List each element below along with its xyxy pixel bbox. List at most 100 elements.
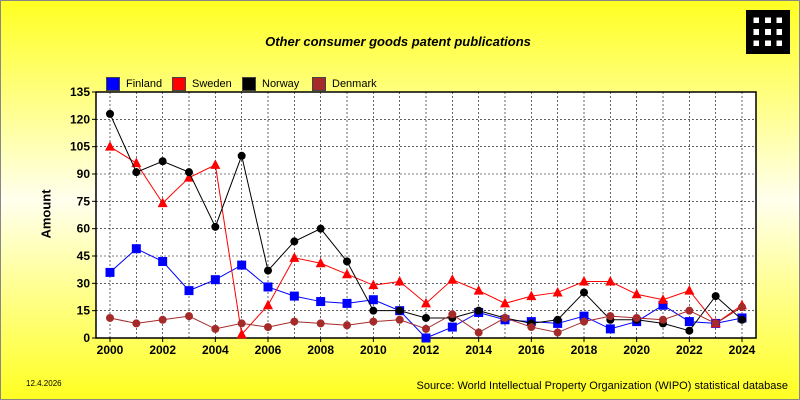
point-sweden-2017 [552,286,563,297]
point-finland-2022 [684,317,694,327]
point-finland-2005 [237,260,247,270]
point-denmark-2017 [553,328,562,337]
point-sweden-2008 [315,257,326,268]
point-finland-2013 [447,322,457,332]
point-sweden-2006 [263,299,273,310]
legend-swatch-sweden [172,77,186,91]
x-tick-label-2008: 2008 [307,343,334,357]
y-tick-label-135: 135 [70,85,90,99]
point-norway-2003 [185,168,193,177]
point-denmark-2007 [290,317,299,326]
x-tick-label-2016: 2016 [518,343,545,357]
point-norway-2018 [580,288,588,297]
point-denmark-2008 [316,319,325,328]
point-norway-2022 [685,326,694,335]
legend-label-finland: Finland [126,78,163,90]
point-norway-2005 [237,151,246,160]
point-sweden-2014 [473,285,484,295]
point-finland-2021 [658,300,668,310]
y-tick-label-105: 105 [70,140,90,154]
point-sweden-2019 [605,276,616,286]
point-denmark-2021 [659,315,667,324]
x-tick-label-2010: 2010 [360,343,387,357]
point-denmark-2024 [738,303,746,312]
point-finland-2009 [342,298,352,308]
chart-title: Other consumer goods patent publications [265,34,531,49]
point-sweden-2002 [157,197,168,208]
point-denmark-2000 [106,313,114,322]
x-tick-label-2012: 2012 [413,343,440,357]
point-norway-2001 [132,168,141,177]
point-norway-2009 [343,257,351,266]
date-stamp: 12.4.2026 [26,379,62,388]
point-finland-2019 [605,324,615,334]
point-finland-2002 [158,256,168,266]
point-finland-2001 [131,244,141,254]
legend-swatch-norway [242,77,256,91]
point-denmark-2010 [369,317,378,326]
point-finland-2010 [368,295,378,305]
point-denmark-2009 [343,321,351,330]
point-finland-2000 [105,267,115,277]
point-sweden-2022 [684,285,695,295]
point-norway-2007 [290,237,299,246]
point-sweden-2003 [184,172,194,182]
point-norway-2008 [316,224,325,233]
y-tick-label-30: 30 [77,276,91,290]
point-finland-2018 [579,311,589,321]
point-finland-2007 [289,291,299,301]
point-denmark-2016 [527,323,536,332]
point-denmark-2013 [448,310,457,319]
x-tick-label-2000: 2000 [97,343,124,357]
qr-code-icon [746,10,790,54]
legend-swatch-denmark [312,77,326,91]
source-note: Source: World Intellectual Property Orga… [416,380,788,392]
legend-swatch-finland [106,77,120,91]
point-sweden-2020 [631,288,642,299]
point-finland-2004 [210,275,220,285]
point-norway-2012 [422,313,430,322]
point-sweden-2015 [500,297,510,308]
point-sweden-2001 [131,157,142,168]
legend-label-norway: Norway [262,78,300,90]
point-sweden-2007 [289,252,300,262]
point-norway-2024 [738,315,746,324]
point-finland-2003 [184,286,194,296]
point-denmark-2006 [264,323,272,332]
point-denmark-2020 [632,313,641,322]
point-denmark-2002 [158,315,167,324]
x-tick-label-2006: 2006 [255,343,282,357]
point-denmark-2003 [185,312,193,321]
y-tick-label-0: 0 [83,331,90,345]
point-finland-2006 [263,282,273,292]
point-denmark-2005 [237,319,246,328]
point-norway-2010 [369,306,378,315]
point-norway-2006 [264,266,272,275]
point-denmark-2022 [685,306,694,315]
point-denmark-2015 [501,313,509,322]
x-tick-label-2014: 2014 [465,343,492,357]
point-norway-2000 [106,109,114,118]
x-tick-label-2024: 2024 [729,343,756,357]
point-sweden-2011 [394,276,405,286]
point-sweden-2012 [421,297,431,308]
y-tick-label-45: 45 [77,249,91,263]
point-denmark-2004 [211,324,220,333]
point-sweden-2005 [236,328,247,339]
point-sweden-2021 [658,294,668,304]
point-norway-2017 [553,315,562,324]
point-sweden-2016 [526,290,537,301]
point-denmark-2019 [606,312,615,321]
legend-label-denmark: Denmark [332,78,377,90]
point-sweden-2000 [105,141,115,151]
point-denmark-2014 [474,328,483,337]
x-tick-label-2020: 2020 [623,343,650,357]
y-tick-label-60: 60 [77,222,91,236]
x-tick-label-2002: 2002 [149,343,176,357]
point-sweden-2009 [342,268,352,279]
point-denmark-2001 [132,319,141,328]
point-sweden-2010 [368,279,379,290]
y-tick-label-90: 90 [77,167,91,181]
x-tick-label-2004: 2004 [202,343,229,357]
